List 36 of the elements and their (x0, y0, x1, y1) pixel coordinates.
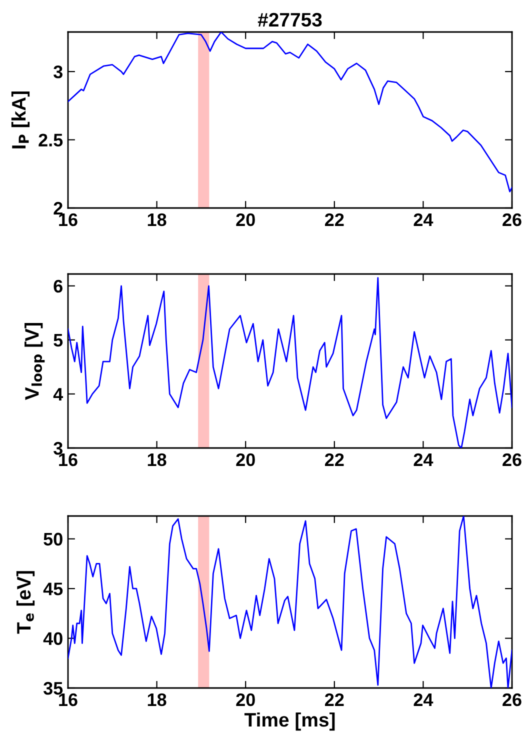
x-tick-label: 16 (59, 693, 78, 706)
y-tick-label: 3 (54, 66, 62, 78)
y-tick-label: 45 (43, 582, 63, 596)
y-tick-label: 35 (43, 682, 63, 695)
line-series (68, 277, 512, 448)
x-tick-label: 26 (502, 213, 522, 226)
x-tick-label: 16 (59, 453, 78, 466)
x-tick-label: 24 (414, 693, 434, 706)
y-tick-label: 5 (54, 334, 63, 347)
x-tick-label: 16 (59, 213, 78, 226)
x-tick-label: 18 (148, 453, 166, 466)
chart-title: #27753 (258, 12, 322, 27)
x-tick-label: 22 (324, 213, 344, 226)
x-tick-label: 22 (324, 453, 344, 466)
y-tick-label: 50 (44, 532, 62, 546)
y-tick-label: 6 (54, 280, 62, 293)
x-tick-label: 24 (414, 453, 434, 466)
y-tick-label: 40 (43, 632, 62, 646)
y-tick-label: 2 (54, 202, 62, 215)
y-tick-label: 4 (53, 388, 64, 401)
x-tick-label: 18 (148, 693, 166, 706)
x-tick-label: 26 (502, 453, 522, 466)
y-tick-label: 3 (54, 442, 62, 455)
x-tick-label: 20 (236, 213, 255, 226)
x-tick-label: 18 (148, 213, 166, 226)
line-series (68, 516, 512, 688)
x-tick-label: 22 (324, 693, 344, 706)
x-tick-label: 20 (236, 693, 255, 706)
y-axis-title: I$_{P}$ [kA] (11, 91, 30, 148)
x-axis-title: Time [ms] (244, 712, 335, 731)
x-tick-label: 20 (236, 453, 255, 466)
y-axis-title: V$_{loop}$ [V] (24, 323, 45, 400)
y-tick-label: 2.5 (38, 134, 63, 147)
x-tick-label: 26 (502, 693, 522, 706)
x-tick-label: 24 (414, 213, 434, 226)
y-axis-title: T$_{e}$ [eV] (16, 571, 35, 634)
